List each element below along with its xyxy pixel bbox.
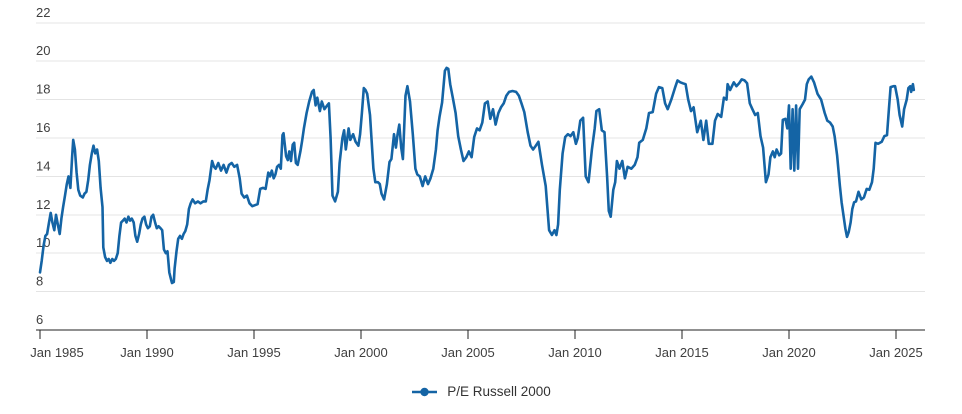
y-tick-label-16: 16 bbox=[36, 120, 50, 135]
y-tick-label-6: 6 bbox=[36, 312, 43, 327]
x-tick-label-2005: Jan 2005 bbox=[441, 345, 495, 360]
x-tick-label-2025: Jan 2025 bbox=[869, 345, 923, 360]
y-tick-label-14: 14 bbox=[36, 158, 50, 173]
chart-legend: P/E Russell 2000 bbox=[0, 382, 962, 402]
y-tick-label-12: 12 bbox=[36, 197, 50, 212]
x-tick-label-2010: Jan 2010 bbox=[548, 345, 602, 360]
y-tick-label-20: 20 bbox=[36, 43, 50, 58]
legend-item-pe-russell-2000[interactable]: P/E Russell 2000 bbox=[411, 382, 551, 402]
x-tick-label-1990: Jan 1990 bbox=[120, 345, 174, 360]
y-tick-label-18: 18 bbox=[36, 82, 50, 97]
x-tick-label-1995: Jan 1995 bbox=[227, 345, 281, 360]
legend-marker-line-with-dot-icon bbox=[412, 387, 438, 397]
legend-item-label: P/E Russell 2000 bbox=[447, 384, 551, 399]
y-tick-label-8: 8 bbox=[36, 274, 43, 289]
y-tick-label-22: 22 bbox=[36, 5, 50, 20]
x-tick-label-2020: Jan 2020 bbox=[762, 345, 816, 360]
x-tick-label-2000: Jan 2000 bbox=[334, 345, 388, 360]
x-tick-label-2015: Jan 2015 bbox=[655, 345, 709, 360]
x-tick-label-1985: Jan 1985 bbox=[30, 345, 84, 360]
series-line-p-e-russell-2000[interactable] bbox=[38, 66, 916, 285]
